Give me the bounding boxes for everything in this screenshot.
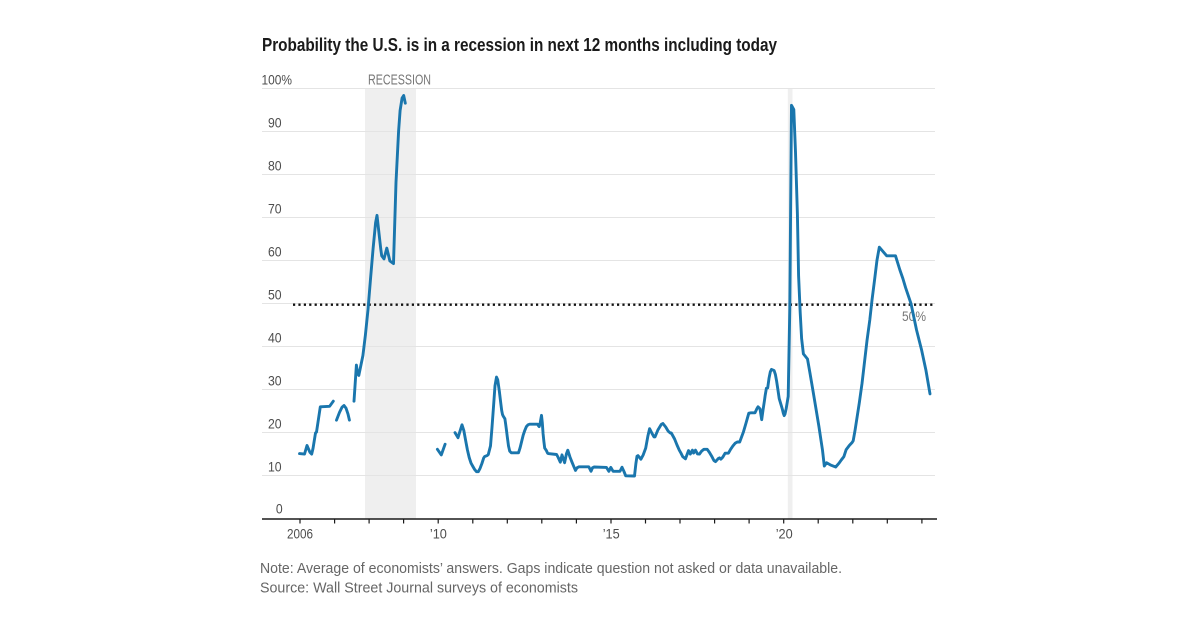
svg-text:40: 40 bbox=[268, 330, 282, 346]
svg-text:70: 70 bbox=[268, 201, 282, 217]
svg-text:Source: Wall Street Journal su: Source: Wall Street Journal surveys of e… bbox=[260, 581, 578, 597]
svg-text:2006: 2006 bbox=[287, 525, 313, 541]
svg-text:RECESSION: RECESSION bbox=[368, 73, 431, 89]
svg-text:20: 20 bbox=[268, 416, 282, 432]
svg-text:90: 90 bbox=[268, 115, 282, 131]
svg-text:60: 60 bbox=[268, 244, 282, 260]
svg-text:0: 0 bbox=[276, 500, 283, 516]
svg-text:Note: Average of economists’ a: Note: Average of economists’ answers. Ga… bbox=[260, 561, 842, 577]
svg-text:50: 50 bbox=[268, 287, 282, 303]
svg-text:’20: ’20 bbox=[776, 525, 793, 541]
svg-text:30: 30 bbox=[268, 373, 282, 389]
svg-text:’15: ’15 bbox=[603, 525, 620, 541]
svg-text:’10: ’10 bbox=[430, 525, 447, 541]
svg-text:80: 80 bbox=[268, 158, 282, 174]
svg-text:Probability the U.S. is in a r: Probability the U.S. is in a recession i… bbox=[262, 34, 778, 55]
svg-text:10: 10 bbox=[268, 459, 282, 475]
svg-text:100%: 100% bbox=[262, 72, 293, 88]
